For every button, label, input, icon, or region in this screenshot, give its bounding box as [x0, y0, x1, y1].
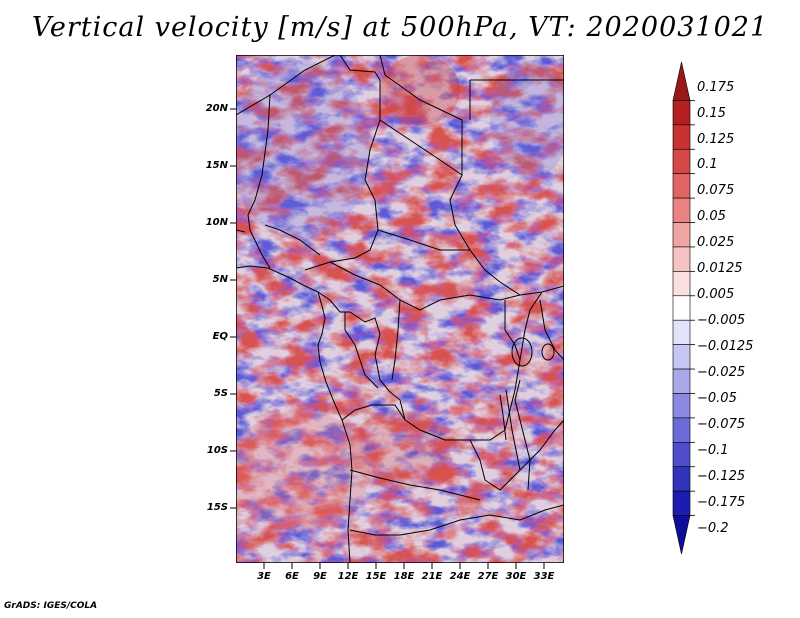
colorbar-segment	[672, 515, 691, 555]
lat-label-eq: EQ	[212, 331, 228, 342]
lon-label-24e: 24E	[449, 571, 471, 582]
colorbar-label: −0.2	[697, 521, 729, 536]
lon-label-30e: 30E	[505, 571, 527, 582]
lon-label-18e: 18E	[393, 571, 415, 582]
colorbar-label: 0.0125	[697, 261, 743, 276]
colorbar-label: 0.025	[697, 235, 735, 250]
colorbar-label: 0.15	[697, 106, 726, 121]
colorbar-label: −0.005	[697, 313, 746, 328]
colorbar	[672, 61, 695, 555]
colorbar-segment	[672, 393, 691, 419]
lat-label-10n: 10N	[205, 217, 228, 228]
colorbar-segment	[672, 319, 691, 345]
colorbar-label: −0.0125	[697, 339, 754, 354]
map-area	[236, 55, 564, 563]
colorbar-segment	[672, 295, 691, 321]
colorbar-label: 0.075	[697, 183, 735, 198]
chart-title: Vertical velocity [m/s] at 500hPa, VT: 2…	[31, 12, 769, 43]
colorbar-segment	[672, 368, 691, 394]
colorbar-segment	[672, 442, 691, 468]
colorbar-label: −0.075	[697, 417, 746, 432]
lon-label-15e: 15E	[365, 571, 387, 582]
colorbar-segment	[672, 271, 691, 297]
colorbar-label: 0.125	[697, 132, 735, 147]
colorbar-label: 0.175	[697, 80, 735, 95]
colorbar-label: 0.1	[697, 157, 718, 172]
colorbar-label: −0.025	[697, 365, 746, 380]
lat-label-5s: 5S	[213, 388, 228, 399]
colorbar-label: −0.05	[697, 391, 737, 406]
colorbar-segment	[672, 61, 691, 101]
lon-label-21e: 21E	[421, 571, 443, 582]
lakes	[499, 337, 555, 471]
lat-label-10s: 10S	[206, 445, 228, 456]
lon-label-27e: 27E	[477, 571, 499, 582]
lat-label-15s: 15S	[206, 502, 228, 513]
lon-label-33e: 33E	[533, 571, 555, 582]
colorbar-label: 0.005	[697, 287, 735, 302]
colorbar-segment	[672, 124, 691, 150]
colorbar-segment	[672, 197, 691, 223]
lon-label-9e: 9E	[313, 571, 327, 582]
lat-label-15n: 15N	[205, 160, 228, 171]
velocity-field	[236, 55, 564, 563]
colorbar-label: −0.1	[697, 443, 729, 458]
colorbar-segment	[672, 100, 691, 126]
colorbar-segment	[672, 490, 691, 516]
axis-ticks	[230, 108, 545, 569]
colorbar-segment	[672, 417, 691, 443]
colorbar-label: −0.175	[697, 495, 746, 510]
colorbar-segment	[672, 222, 691, 248]
colorbar-segment	[672, 173, 691, 199]
colorbar-label: −0.125	[697, 469, 746, 484]
colorbar-segment	[672, 466, 691, 492]
colorbar-segment	[672, 344, 691, 370]
colorbar-segment	[672, 148, 691, 174]
lat-label-20n: 20N	[205, 103, 228, 114]
lat-label-5n: 5N	[212, 274, 228, 285]
lon-label-3e: 3E	[257, 571, 271, 582]
footer-credit: GrADS: IGES/COLA	[4, 601, 98, 611]
lon-label-6e: 6E	[285, 571, 299, 582]
colorbar-segment	[672, 246, 691, 272]
lon-label-12e: 12E	[337, 571, 359, 582]
country-borders	[236, 55, 564, 563]
colorbar-label: 0.05	[697, 209, 726, 224]
